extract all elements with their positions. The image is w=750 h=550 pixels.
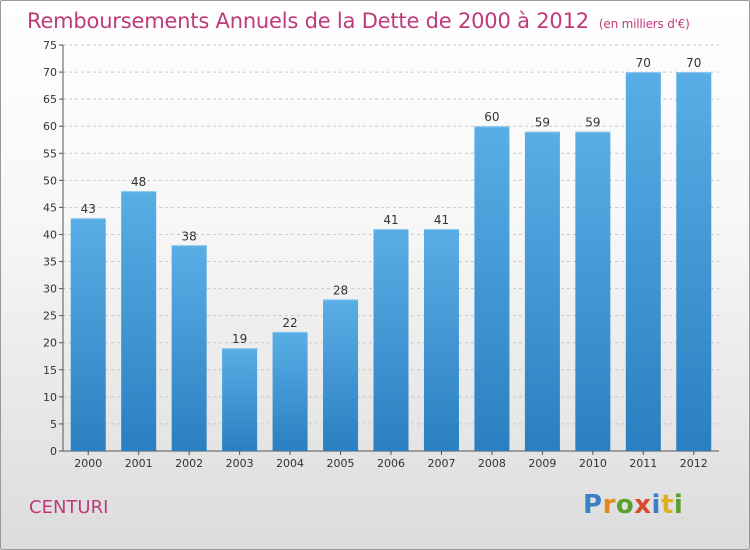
y-tick-label: 55 xyxy=(43,147,57,160)
x-tick-label: 2006 xyxy=(377,457,405,470)
y-tick-label: 5 xyxy=(50,418,57,431)
bar-value-label: 70 xyxy=(686,56,701,70)
y-tick-label: 0 xyxy=(50,445,57,458)
logo-letter: o xyxy=(615,490,635,520)
chart-title: Remboursements Annuels de la Dette de 20… xyxy=(27,9,690,33)
y-tick-label: 40 xyxy=(43,228,57,241)
logo-letter: x xyxy=(634,490,652,520)
x-tick-label: 2005 xyxy=(327,457,355,470)
bar-2003 xyxy=(222,348,258,451)
y-tick-label: 65 xyxy=(43,93,57,106)
bar-2000 xyxy=(70,218,106,451)
bar-value-label: 22 xyxy=(282,316,297,330)
bar-value-label: 28 xyxy=(333,283,348,297)
chart-title-text: Remboursements Annuels de la Dette de 20… xyxy=(27,9,589,33)
x-tick-label: 2011 xyxy=(629,457,657,470)
bar-2007 xyxy=(423,229,459,451)
bar-2004 xyxy=(272,331,308,451)
bar-2001 xyxy=(121,191,157,451)
y-tick-label: 50 xyxy=(43,174,57,187)
commune-name: CENTURI xyxy=(29,497,109,518)
bar-2005 xyxy=(323,299,359,451)
bar-value-label: 70 xyxy=(636,56,651,70)
logo-letter: t xyxy=(660,490,674,520)
y-tick-label: 15 xyxy=(43,364,57,377)
y-tick-label: 20 xyxy=(43,337,57,350)
logo-letter: i xyxy=(651,490,661,520)
x-tick-label: 2007 xyxy=(427,457,455,470)
logo-letter: i xyxy=(673,490,684,520)
bar-value-label: 60 xyxy=(484,110,499,124)
x-tick-label: 2008 xyxy=(478,457,506,470)
bar-value-label: 43 xyxy=(81,202,96,216)
chart-unit: (en milliers d'€) xyxy=(598,17,690,31)
y-tick-label: 30 xyxy=(43,283,57,296)
bar-layer xyxy=(70,72,712,452)
bar-2010 xyxy=(575,131,611,451)
x-tick-label: 2000 xyxy=(74,457,102,470)
bar-2011 xyxy=(625,72,661,452)
bar-2006 xyxy=(373,229,409,451)
bar-2012 xyxy=(676,72,712,452)
y-tick-label: 10 xyxy=(43,391,57,404)
bar-value-label: 38 xyxy=(182,229,197,243)
y-tick-label: 70 xyxy=(43,66,57,79)
label-layer: 43 48 38 19 22 28 41 41 60 59 59 70 70 xyxy=(81,56,702,346)
x-tick-label: 2002 xyxy=(175,457,203,470)
bar-2008 xyxy=(474,126,510,451)
y-tick-label: 35 xyxy=(43,256,57,269)
x-tick-label: 2001 xyxy=(125,457,153,470)
y-tick-label: 75 xyxy=(43,39,57,52)
x-tick-label: 2012 xyxy=(680,457,708,470)
bar-value-label: 41 xyxy=(383,213,398,227)
logo-letter: P xyxy=(583,490,603,520)
x-tick-label: 2010 xyxy=(579,457,607,470)
bar-2009 xyxy=(524,131,560,451)
logo-letter: r xyxy=(602,490,616,520)
bar-value-label: 41 xyxy=(434,213,449,227)
proxiti-logo: Proxiti xyxy=(583,490,683,520)
bar-value-label: 19 xyxy=(232,332,247,346)
y-tick-label: 45 xyxy=(43,201,57,214)
y-tick-label: 25 xyxy=(43,310,57,323)
bar-value-label: 59 xyxy=(585,116,600,130)
y-tick-label: 60 xyxy=(43,120,57,133)
bar-value-label: 59 xyxy=(535,116,550,130)
x-tick-label: 2003 xyxy=(226,457,254,470)
bar-value-label: 48 xyxy=(131,175,146,189)
bar-2002 xyxy=(171,245,207,451)
x-tick-label: 2004 xyxy=(276,457,304,470)
x-tick-label: 2009 xyxy=(528,457,556,470)
